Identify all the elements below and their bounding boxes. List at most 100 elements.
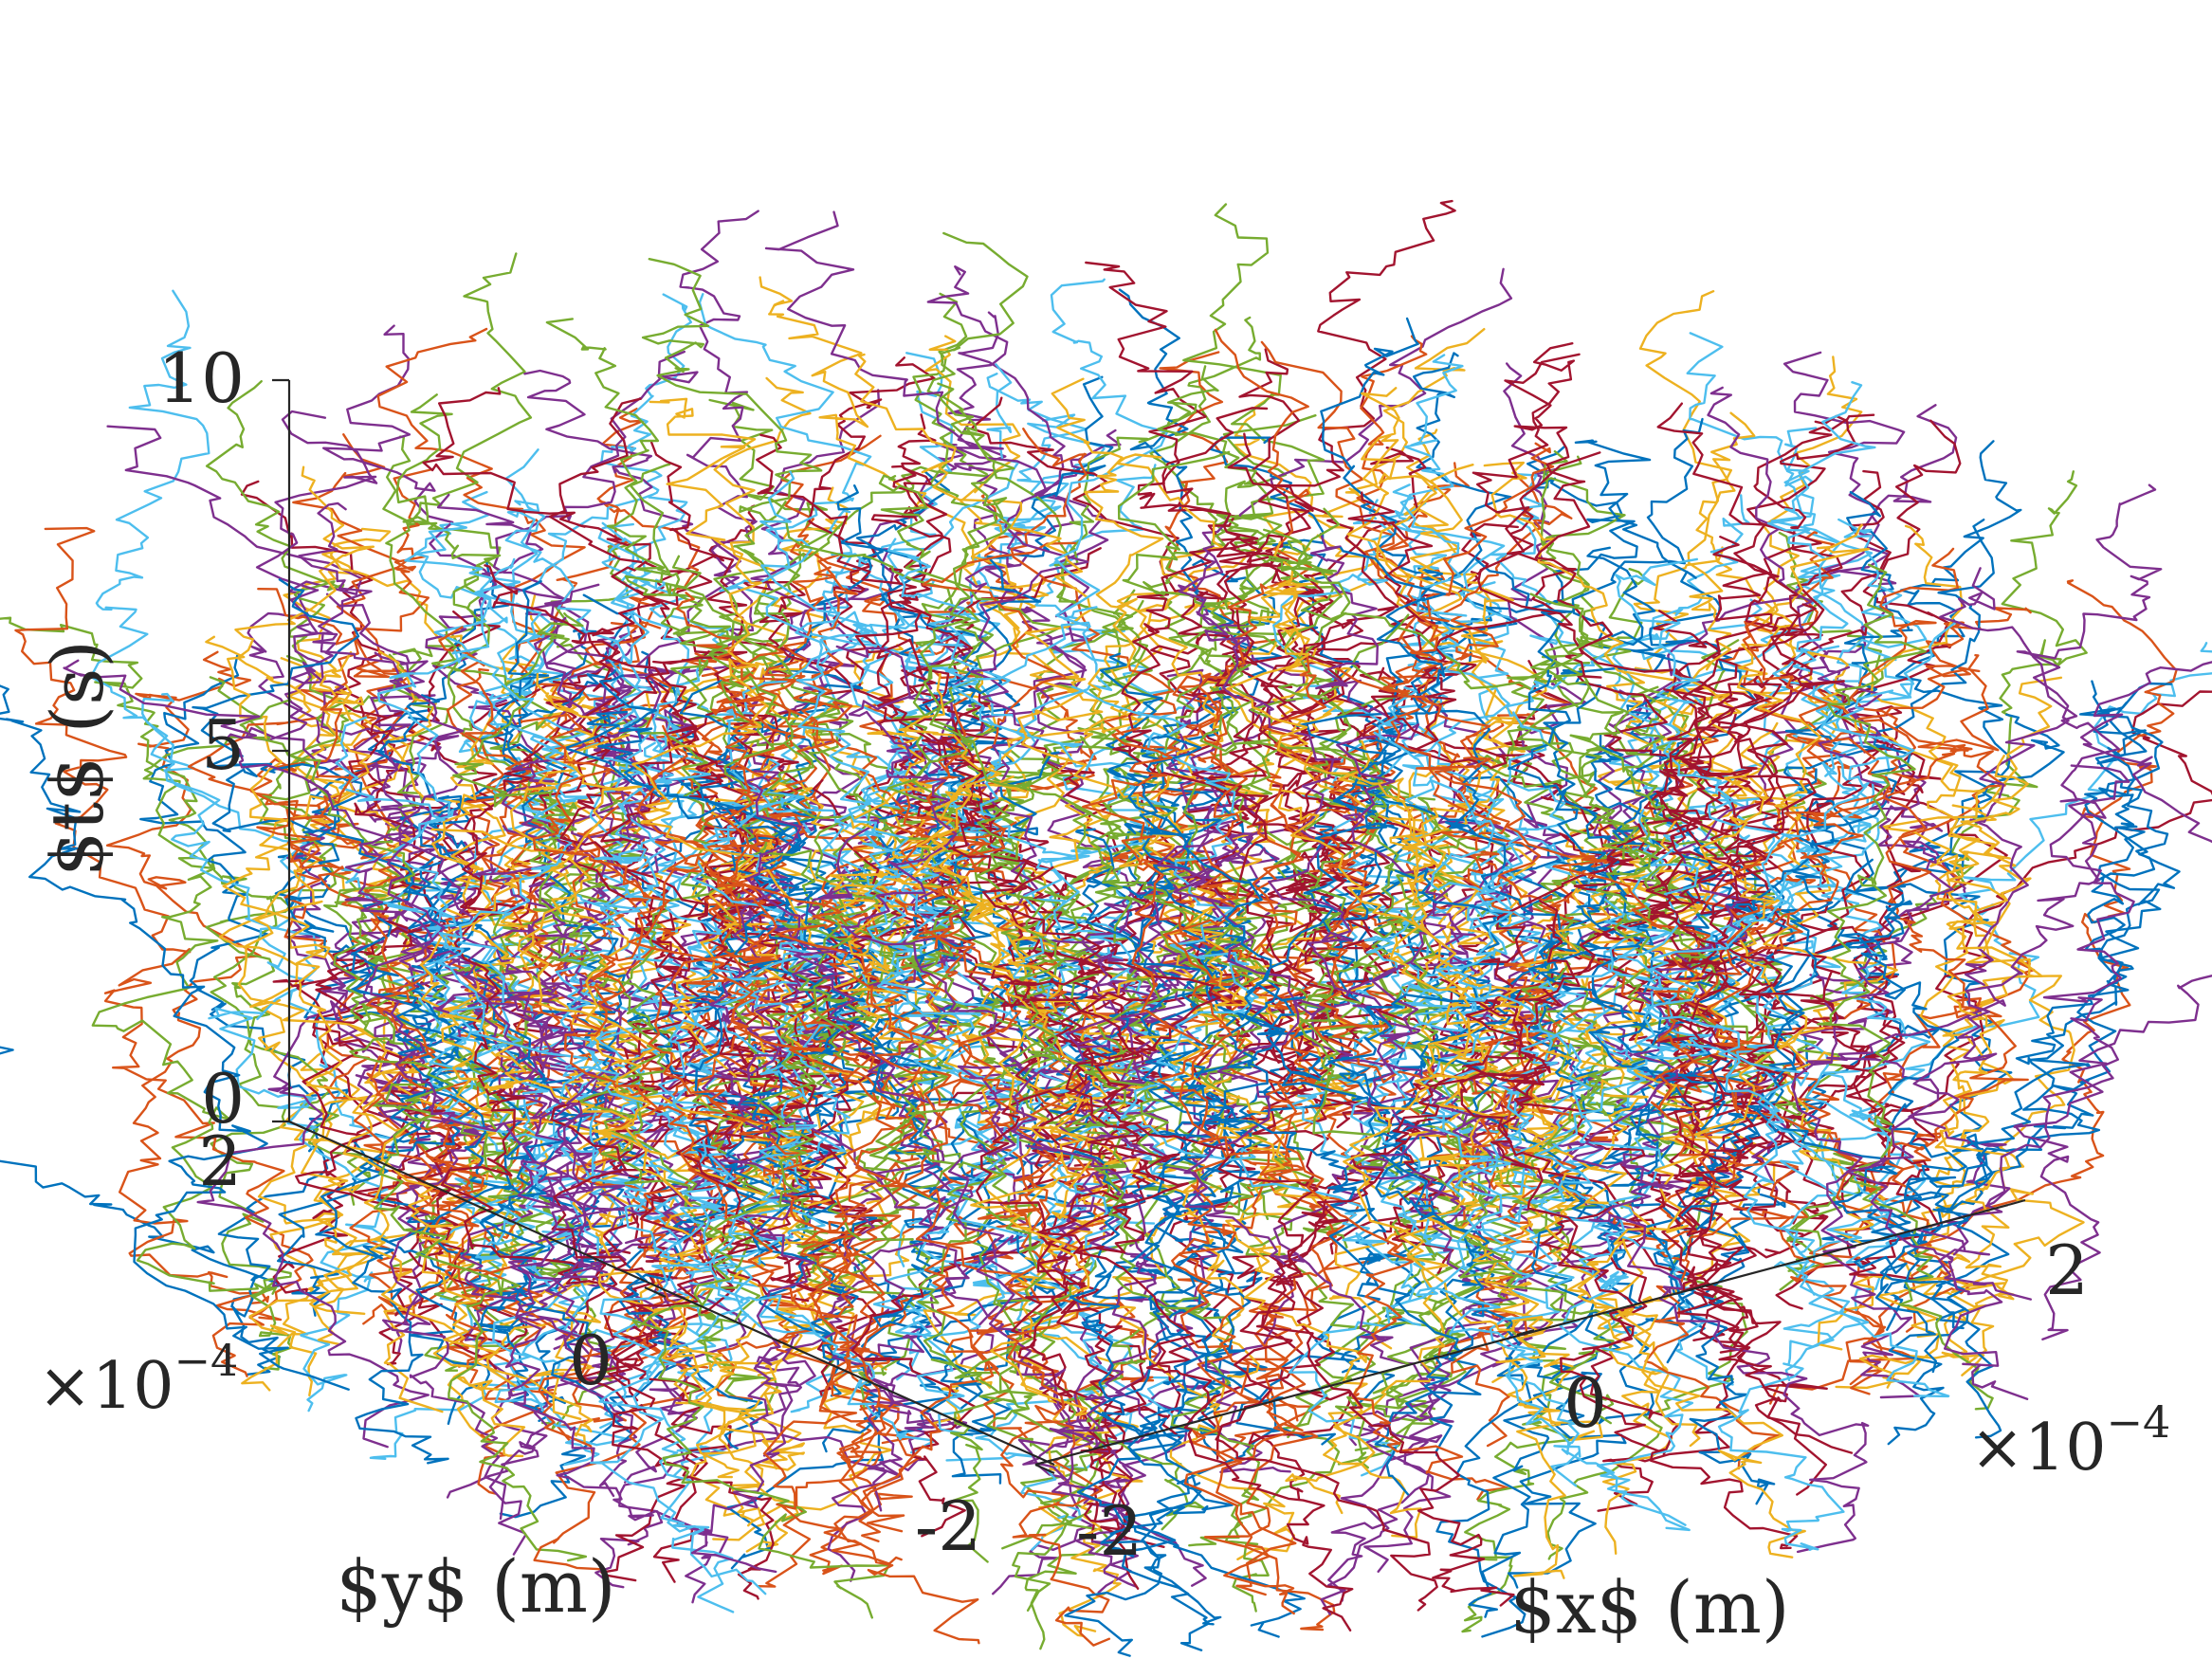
trajectory-line-302 [740, 642, 1014, 1445]
trajectory-line-122 [2013, 661, 2212, 1340]
trajectory-line-187 [1615, 557, 1931, 1245]
trajectory-line-238 [1123, 978, 1306, 1638]
trajectory-line-108 [1707, 386, 1968, 1192]
y-tick-label-0: 0 [569, 1321, 612, 1400]
trajectory-line-43 [1183, 803, 1361, 1615]
trajectory-line-360 [1826, 483, 2163, 1256]
trajectory-line-378 [192, 578, 583, 1334]
t-tick-label-5: 5 [201, 705, 245, 785]
trajectory-line-17 [835, 645, 1122, 1453]
trajectory-line-260 [563, 833, 913, 1576]
trajectory-line-314 [854, 413, 1135, 1031]
trajectory-line-255 [298, 501, 678, 1276]
trajectory-line-11 [692, 599, 1149, 1300]
trajectory-line-18 [1156, 528, 1348, 1249]
trajectory-line-171 [1847, 764, 2130, 1400]
trajectory-line-176 [105, 650, 283, 1322]
y-tick-label-neg2: -2 [915, 1486, 981, 1566]
trajectory-line-284 [210, 435, 503, 1206]
trajectory-line-130 [976, 806, 1270, 1613]
trajectory-line-383 [89, 289, 397, 1162]
trajectory-line-409 [690, 880, 887, 1574]
x-tick-mark-neg2 [1034, 1458, 1053, 1467]
trajectory-line-353 [1572, 884, 1870, 1554]
trajectory-line-281 [521, 713, 926, 1565]
trajectory-line-91 [1854, 702, 2161, 1439]
trajectory-line-19 [1421, 598, 1763, 1266]
trajectory-line-245 [1420, 417, 1704, 1300]
trajectory-line-184 [205, 635, 594, 1445]
trajectory-line-341 [1725, 518, 1928, 1296]
trajectory-line-320 [1642, 621, 1956, 1398]
trajectory-line-45 [1066, 824, 1229, 1594]
y-tick-mark-0 [644, 1285, 667, 1299]
trajectory-line-57 [256, 694, 594, 1457]
trajectory-line-78 [557, 650, 822, 1444]
trajectory-line-266 [315, 878, 471, 1465]
t-tick-label-0: 0 [201, 1059, 245, 1139]
trajectory-line-219 [419, 828, 843, 1479]
trajectory-line-231 [563, 710, 878, 1397]
y-tick-mark-neg2 [1034, 1463, 1055, 1475]
trajectory-line-352 [1417, 464, 1549, 1383]
trajectory-line-96 [335, 716, 632, 1467]
trajectory-line-330 [667, 592, 925, 1188]
trajectory-line-178 [344, 757, 629, 1423]
trajectory-line-311 [1178, 545, 1526, 1340]
trajectory-line-382 [0, 616, 294, 1295]
trajectory-line-155 [712, 695, 1088, 1421]
trajectory-line-170 [1585, 411, 1785, 1207]
trajectory-line-42 [1126, 735, 1495, 1457]
trajectory-line-348 [1364, 354, 1533, 1084]
trajectory-line-6 [422, 387, 854, 1128]
trajectory-line-92 [499, 500, 701, 1125]
trajectory-line-282 [1176, 328, 1486, 1036]
trajectory-line-331 [1343, 819, 1659, 1579]
trajectory-line-124 [895, 691, 1246, 1437]
trajectory-line-105 [1903, 680, 2164, 1330]
trajectory-line-225 [833, 992, 1043, 1645]
trajectory-line-27 [1065, 961, 1354, 1632]
trajectory-line-406 [0, 1046, 283, 1308]
trajectory-line-73 [523, 369, 765, 1060]
trajectory-line-118 [1709, 536, 1941, 1283]
trajectory-line-196 [1295, 317, 1581, 1073]
trajectory-line-166 [834, 751, 1067, 1381]
trajectory-line-7 [350, 694, 550, 1422]
t-axis-label: $t$ (s) [35, 640, 119, 877]
x-axis-label: $x$ (m) [1509, 1565, 1789, 1650]
trajectory-line-297 [1791, 665, 1954, 1399]
trajectory-line-223 [1850, 690, 2212, 1186]
trajectory-line-387 [990, 937, 1226, 1637]
trajectory-line-371 [1365, 352, 1512, 1082]
trajectory-line-133 [1527, 546, 1697, 1281]
trajectory-line-54 [1272, 499, 1512, 1216]
trajectory-line-74 [91, 676, 294, 1371]
trajectory-line-205 [237, 650, 489, 1443]
trajectory-line-411 [698, 293, 1001, 1034]
trajectory-line-207 [545, 318, 959, 1047]
trajectory-line-216 [765, 547, 1102, 1396]
t-tick-label-10: 10 [157, 338, 245, 418]
trajectory-line-332 [432, 992, 729, 1604]
trajectory-line-355 [887, 538, 1167, 1255]
trajectory-line-317 [1003, 392, 1314, 1232]
trajectory-line-250 [576, 741, 733, 1477]
trajectory-line-275 [631, 397, 1062, 1162]
trajectory-line-180 [477, 500, 646, 1249]
trajectory-line-299 [141, 692, 389, 1413]
trajectory-line-329 [1747, 519, 1995, 1331]
trajectory-line-288 [1382, 442, 1680, 1255]
trajectory-line-292 [1538, 809, 1694, 1526]
trajectory-line-89 [876, 783, 1175, 1551]
trajectory-line-301 [597, 674, 959, 1362]
trajectory-line-38 [472, 583, 718, 1345]
trajectory-line-271 [598, 851, 973, 1595]
trajectory-line-51 [509, 734, 856, 1541]
trajectory-line-413 [1064, 923, 1261, 1657]
trajectory-line-412 [981, 866, 1438, 1612]
trajectory-line-183 [1082, 726, 1509, 1501]
trajectory-line-236 [1506, 631, 1672, 1335]
trajectory-line-179 [432, 914, 618, 1431]
trajectory-line-81 [1817, 563, 1994, 1411]
